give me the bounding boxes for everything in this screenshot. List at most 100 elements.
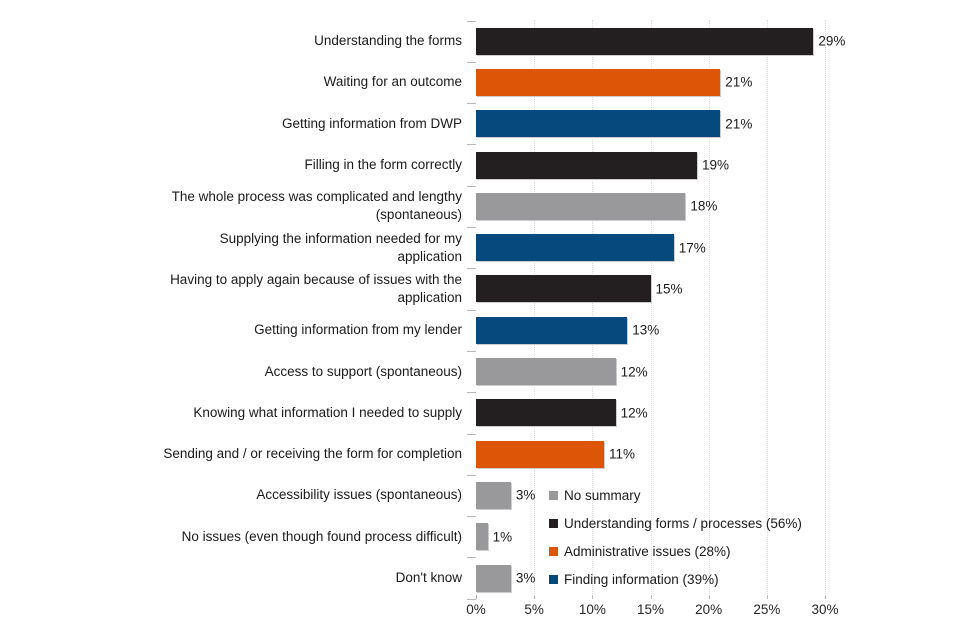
bar	[476, 68, 721, 96]
bar	[476, 110, 721, 138]
category-label: Sending and / or receiving the form for …	[163, 446, 462, 462]
legend-swatch-administrative	[549, 546, 558, 556]
legend-item: No summary	[549, 481, 802, 509]
bar	[476, 151, 698, 179]
bar-track: 18%	[476, 192, 960, 220]
chart-row: Understanding the forms 29%	[0, 21, 960, 62]
y-axis-tick	[467, 557, 476, 559]
bar-track: 12%	[476, 399, 960, 427]
category-label: Filling in the form correctly	[304, 157, 462, 173]
category-label: Don't know	[395, 570, 462, 585]
bar	[476, 27, 814, 55]
y-axis-tick	[467, 61, 476, 63]
y-axis-tick	[467, 185, 476, 187]
x-axis-tick-label: 15%	[636, 602, 665, 617]
category-label: Access to support (spontaneous)	[264, 363, 462, 379]
legend-swatch-finding	[549, 574, 558, 584]
bar-track: 21%	[476, 110, 960, 138]
bar-track: 12%	[476, 358, 960, 386]
value-label: 19%	[702, 157, 730, 173]
bar-track: 11%	[476, 440, 960, 468]
plot-rows: Understanding the forms 29% Waiting for an…	[0, 21, 960, 599]
chart-row: Getting information from DWP 21%	[0, 103, 960, 144]
x-axis-tick	[650, 595, 652, 599]
bar	[476, 234, 674, 262]
chart-row: Access to support (spontaneous) 12%	[0, 351, 960, 392]
x-axis-tick	[534, 595, 536, 599]
legend-label: Administrative issues (28%)	[564, 543, 731, 559]
chart-row: Knowing what information I needed to sup…	[0, 392, 960, 433]
bar-track: 3%	[476, 564, 960, 592]
bar-track: 1%	[476, 523, 960, 551]
category-label: Getting information from my lender	[254, 322, 462, 338]
category-label: Knowing what information I needed to sup…	[193, 404, 462, 420]
legend-label: Finding information (39%)	[564, 571, 719, 587]
y-axis-tick	[467, 350, 476, 352]
gridline	[592, 20, 594, 596]
x-axis-tick-label: 0%	[466, 602, 486, 617]
value-label: 13%	[632, 322, 660, 338]
category-label: Understanding the forms	[314, 33, 462, 49]
category-label: No issues (even though found process dif…	[181, 528, 462, 544]
value-label: 15%	[655, 281, 683, 297]
legend-item: Understanding forms / processes (56%)	[549, 509, 802, 537]
chart-row: Having to apply again because of issues …	[0, 268, 960, 309]
value-label: 12%	[620, 364, 648, 380]
chart-row: Sending and / or receiving the form for …	[0, 433, 960, 474]
gridline	[650, 20, 652, 596]
legend-item: Finding information (39%)	[549, 565, 802, 593]
legend-label: No summary	[564, 487, 641, 503]
category-label: Having to apply again because of issues …	[170, 271, 462, 305]
chart-row: No issues (even though found process dif…	[0, 516, 960, 557]
x-axis-tick	[476, 595, 477, 599]
category-label: The whole process was complicated and le…	[171, 189, 462, 223]
value-label: 3%	[515, 570, 536, 586]
bar-track: 13%	[476, 316, 960, 344]
y-axis-tick	[467, 309, 476, 311]
legend-label: Understanding forms / processes (56%)	[564, 515, 802, 531]
legend: No summary Understanding forms / processe…	[549, 481, 802, 593]
bar	[476, 399, 616, 427]
value-label: 21%	[725, 116, 753, 132]
y-axis-tick	[467, 268, 476, 270]
bar	[476, 564, 511, 592]
chart-row: Accessibility issues (spontaneous) 3%	[0, 475, 960, 516]
y-axis-tick	[467, 598, 476, 600]
bar-track: 19%	[476, 151, 960, 179]
chart-row: Supplying the information needed for my …	[0, 227, 960, 268]
x-axis-tick	[825, 595, 826, 599]
gridline	[825, 20, 826, 596]
category-label: Accessibility issues (spontaneous)	[256, 487, 462, 503]
x-axis-tick	[766, 595, 768, 599]
y-axis-tick	[467, 392, 476, 394]
gridline	[708, 20, 710, 596]
y-axis-tick	[467, 516, 476, 518]
x-axis-tick	[708, 595, 710, 599]
gridline	[766, 20, 768, 596]
bar	[476, 523, 488, 551]
x-axis-tick-label: 25%	[753, 602, 781, 617]
y-axis-tick	[467, 20, 476, 22]
value-label: 3%	[515, 487, 536, 503]
value-label: 17%	[678, 240, 706, 256]
x-axis-tick-label: 20%	[695, 602, 723, 617]
bar-track: 17%	[476, 234, 960, 262]
chart-row: Don't know 3%	[0, 557, 960, 598]
value-label: 21%	[725, 74, 753, 90]
bar	[476, 358, 616, 386]
gridline	[534, 20, 536, 596]
bar	[476, 275, 651, 303]
value-label: 1%	[492, 529, 513, 545]
legend-item: Administrative issues (28%)	[549, 537, 802, 565]
bar-track: 29%	[476, 27, 960, 55]
legend-swatch-no_summary	[549, 490, 558, 500]
category-label: Waiting for an outcome	[323, 74, 462, 90]
chart-row: Waiting for an outcome 21%	[0, 62, 960, 103]
value-label: 11%	[608, 446, 635, 462]
x-axis-tick-label: 10%	[578, 602, 606, 617]
bar-track: 3%	[476, 481, 960, 509]
legend-swatch-understanding	[549, 518, 558, 528]
bar	[476, 316, 628, 344]
y-axis-tick	[467, 474, 476, 476]
